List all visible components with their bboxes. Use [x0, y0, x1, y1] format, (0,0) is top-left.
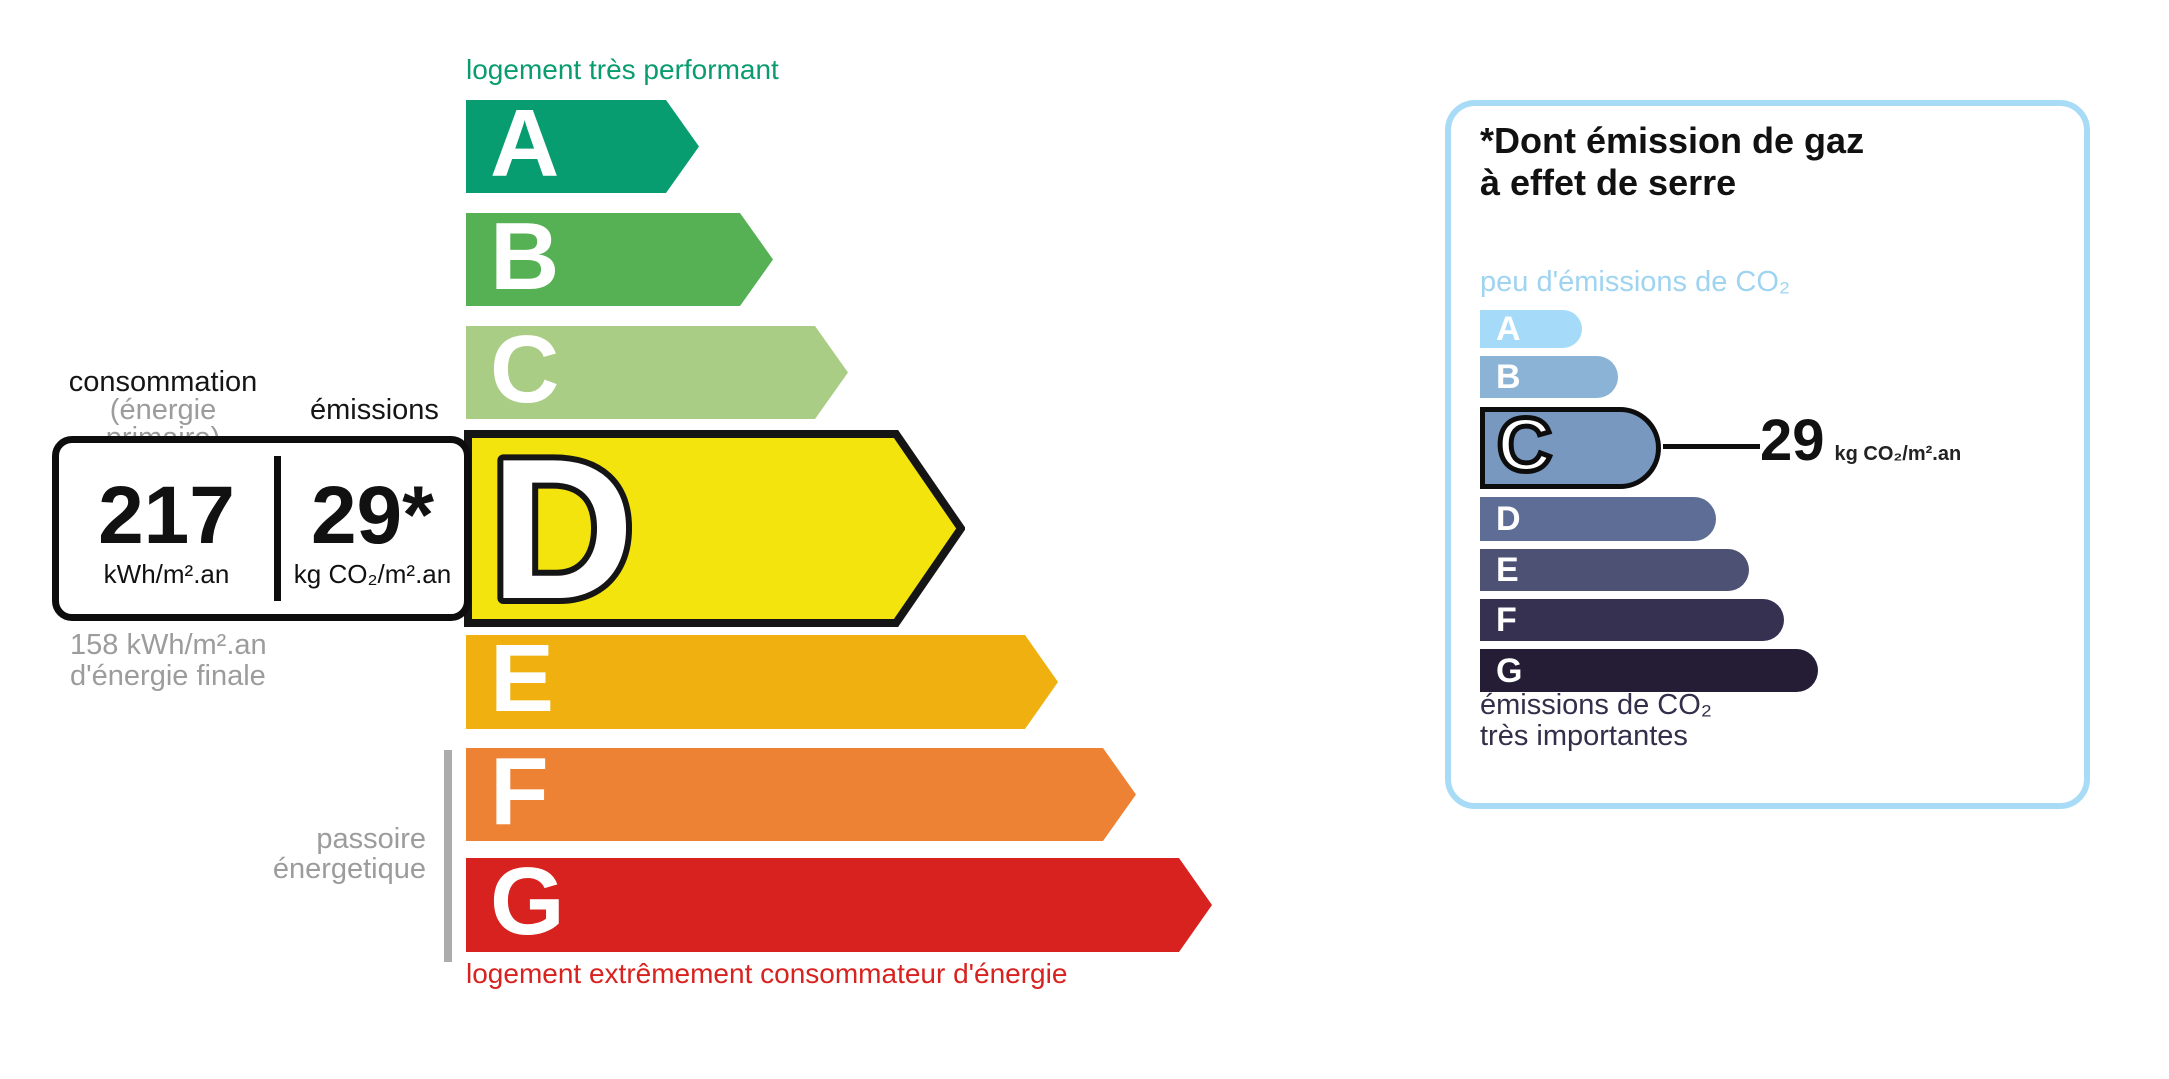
consumption-header-line1: consommation: [68, 366, 258, 398]
value-box-divider: [274, 456, 281, 601]
co2-class-f-bar: F: [1480, 599, 1784, 641]
co2-panel-title-line2: à effet de serre: [1480, 162, 1737, 203]
co2-value-row: 29 kg CO₂/m².an: [1760, 412, 1961, 470]
co2-top-label: peu d'émissions de CO₂: [1480, 266, 1791, 298]
dpe-value-box: 217 kWh/m².an 29* kg CO₂/m².an: [52, 436, 471, 621]
energy-class-f-letter: F: [490, 737, 549, 845]
co2-class-g-letter: G: [1496, 651, 1523, 690]
co2-value-connector-line: [1663, 444, 1760, 449]
co2-class-b-letter: B: [1496, 358, 1521, 396]
co2-class-c-letter: C: [1495, 403, 1555, 488]
co2-value: 29: [1760, 408, 1825, 473]
co2-class-f-letter: F: [1496, 601, 1517, 639]
co2-class-d-bar: D: [1480, 497, 1716, 541]
passoire-label: passoire énergetique: [230, 824, 426, 884]
co2-class-g-bar: G: [1480, 649, 1818, 692]
passoire-bracket-bar: [444, 750, 452, 962]
energy-class-c-letter: C: [490, 315, 560, 423]
energy-class-g-arrow: G: [466, 858, 1212, 952]
emission-value-cell: 29* kg CO₂/m².an: [281, 443, 464, 614]
energy-class-b-letter: B: [490, 202, 560, 310]
co2-bottom-label-line1: émissions de CO₂: [1480, 689, 1713, 721]
energy-top-label: logement très performant: [466, 54, 779, 85]
energy-value-cell: 217 kWh/m².an: [59, 443, 274, 614]
co2-bottom-label: émissions de CO₂ très importantes: [1480, 690, 1712, 752]
co2-panel-title-line1: *Dont émission de gaz: [1480, 120, 1865, 161]
energy-value: 217: [98, 470, 235, 561]
co2-panel-title: *Dont émission de gaz à effet de serre: [1480, 120, 1864, 204]
emissions-header: émissions: [310, 394, 439, 426]
emission-unit: kg CO₂/m².an: [293, 559, 452, 589]
energy-class-d-letter: D: [490, 430, 634, 627]
final-energy-note: 158 kWh/m².an d'énergie finale: [70, 630, 267, 692]
co2-class-a-bar: A: [1480, 310, 1582, 348]
energy-class-e-letter: E: [490, 625, 555, 732]
energy-bottom-label: logement extrêmement consommateur d'éner…: [466, 958, 1068, 989]
passoire-label-line1: passoire: [316, 823, 426, 855]
co2-class-a-letter: A: [1496, 310, 1521, 348]
energy-class-a-arrow: A: [466, 100, 699, 193]
co2-class-d-letter: D: [1496, 500, 1521, 538]
emission-value: 29*: [310, 470, 435, 561]
co2-class-e-letter: E: [1496, 551, 1519, 589]
co2-class-b-bar: B: [1480, 356, 1618, 398]
energy-class-a-letter: A: [490, 89, 560, 197]
energy-class-g-letter: G: [490, 848, 565, 955]
energy-class-e-arrow: E: [466, 635, 1058, 729]
final-energy-line2: d'énergie finale: [70, 660, 266, 692]
final-energy-line1: 158 kWh/m².an: [70, 629, 267, 661]
energy-class-b-arrow: B: [466, 213, 773, 306]
energy-unit: kWh/m².an: [103, 559, 230, 589]
energy-class-f-arrow: F: [466, 748, 1136, 841]
co2-value-unit: kg CO₂/m².an: [1834, 443, 1962, 465]
energy-class-d-arrow: D: [464, 430, 965, 627]
co2-bottom-label-line2: très importantes: [1480, 720, 1688, 752]
co2-class-c-bar: C: [1480, 403, 1661, 489]
passoire-label-line2: énergetique: [272, 853, 426, 885]
energy-class-c-arrow: C: [466, 326, 848, 419]
co2-class-e-bar: E: [1480, 549, 1749, 591]
